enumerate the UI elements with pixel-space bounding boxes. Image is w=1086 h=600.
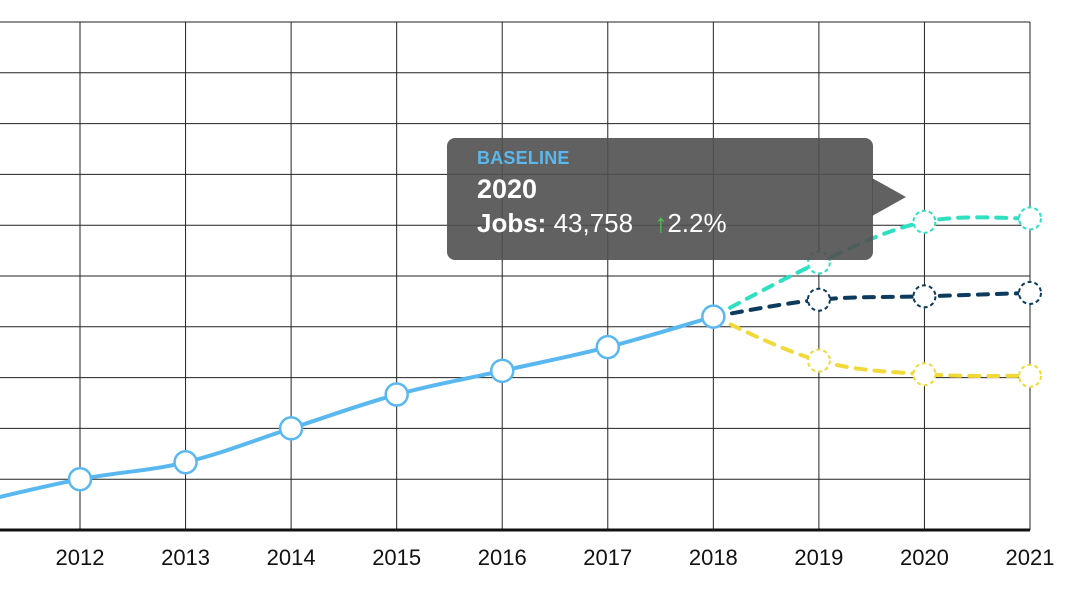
tooltip-pointer	[872, 178, 906, 216]
tooltip-value-line: Jobs: 43,758 ↑2.2%	[477, 206, 843, 240]
x-axis: 2012 2013 2014 2015 2016 2017 2018 2019 2020 2021	[0, 528, 1055, 570]
grid	[0, 21, 1031, 530]
data-point-history	[701, 304, 726, 329]
data-tooltip: BASELINE 2020 Jobs: 43,758 ↑2.2%	[447, 138, 873, 260]
x-tick-label: 2017	[583, 545, 632, 570]
series-line-baseline	[711, 290, 1032, 319]
data-point-history	[278, 416, 304, 441]
data-point-low	[912, 362, 937, 387]
series-layer	[0, 206, 1042, 499]
data-point-history	[67, 466, 93, 492]
data-point-baseline	[806, 287, 831, 312]
up-arrow-icon: ↑	[654, 208, 668, 238]
x-tick-label: 2014	[267, 545, 316, 570]
x-tick-label: 2018	[689, 545, 738, 570]
tooltip-value: 43,758	[553, 208, 634, 238]
x-tick-label: 2016	[478, 545, 527, 570]
data-point-history	[384, 382, 409, 407]
series-line-low	[711, 314, 1032, 378]
data-point-baseline	[912, 284, 937, 309]
tooltip-series-label: BASELINE	[477, 148, 570, 168]
tooltip-change: 2.2%	[667, 208, 727, 238]
data-point-low	[1018, 363, 1042, 388]
x-tick-label: 2013	[161, 545, 210, 570]
data-point-baseline	[1018, 280, 1042, 305]
x-tick-label: 2012	[56, 545, 105, 570]
tooltip-year: 2020	[477, 174, 538, 204]
x-tick-label: 2019	[794, 545, 843, 570]
data-point-history	[595, 334, 621, 360]
data-point-high	[912, 209, 937, 234]
data-point-high	[1018, 206, 1042, 231]
x-tick-label: 2020	[900, 545, 949, 570]
x-tick-label: 2021	[1006, 545, 1055, 570]
data-point-history	[489, 358, 515, 384]
x-tick-label: 2015	[372, 545, 421, 570]
data-point-low	[806, 348, 831, 373]
data-point-history	[173, 450, 198, 475]
tooltip-metric-label: Jobs:	[477, 208, 547, 238]
